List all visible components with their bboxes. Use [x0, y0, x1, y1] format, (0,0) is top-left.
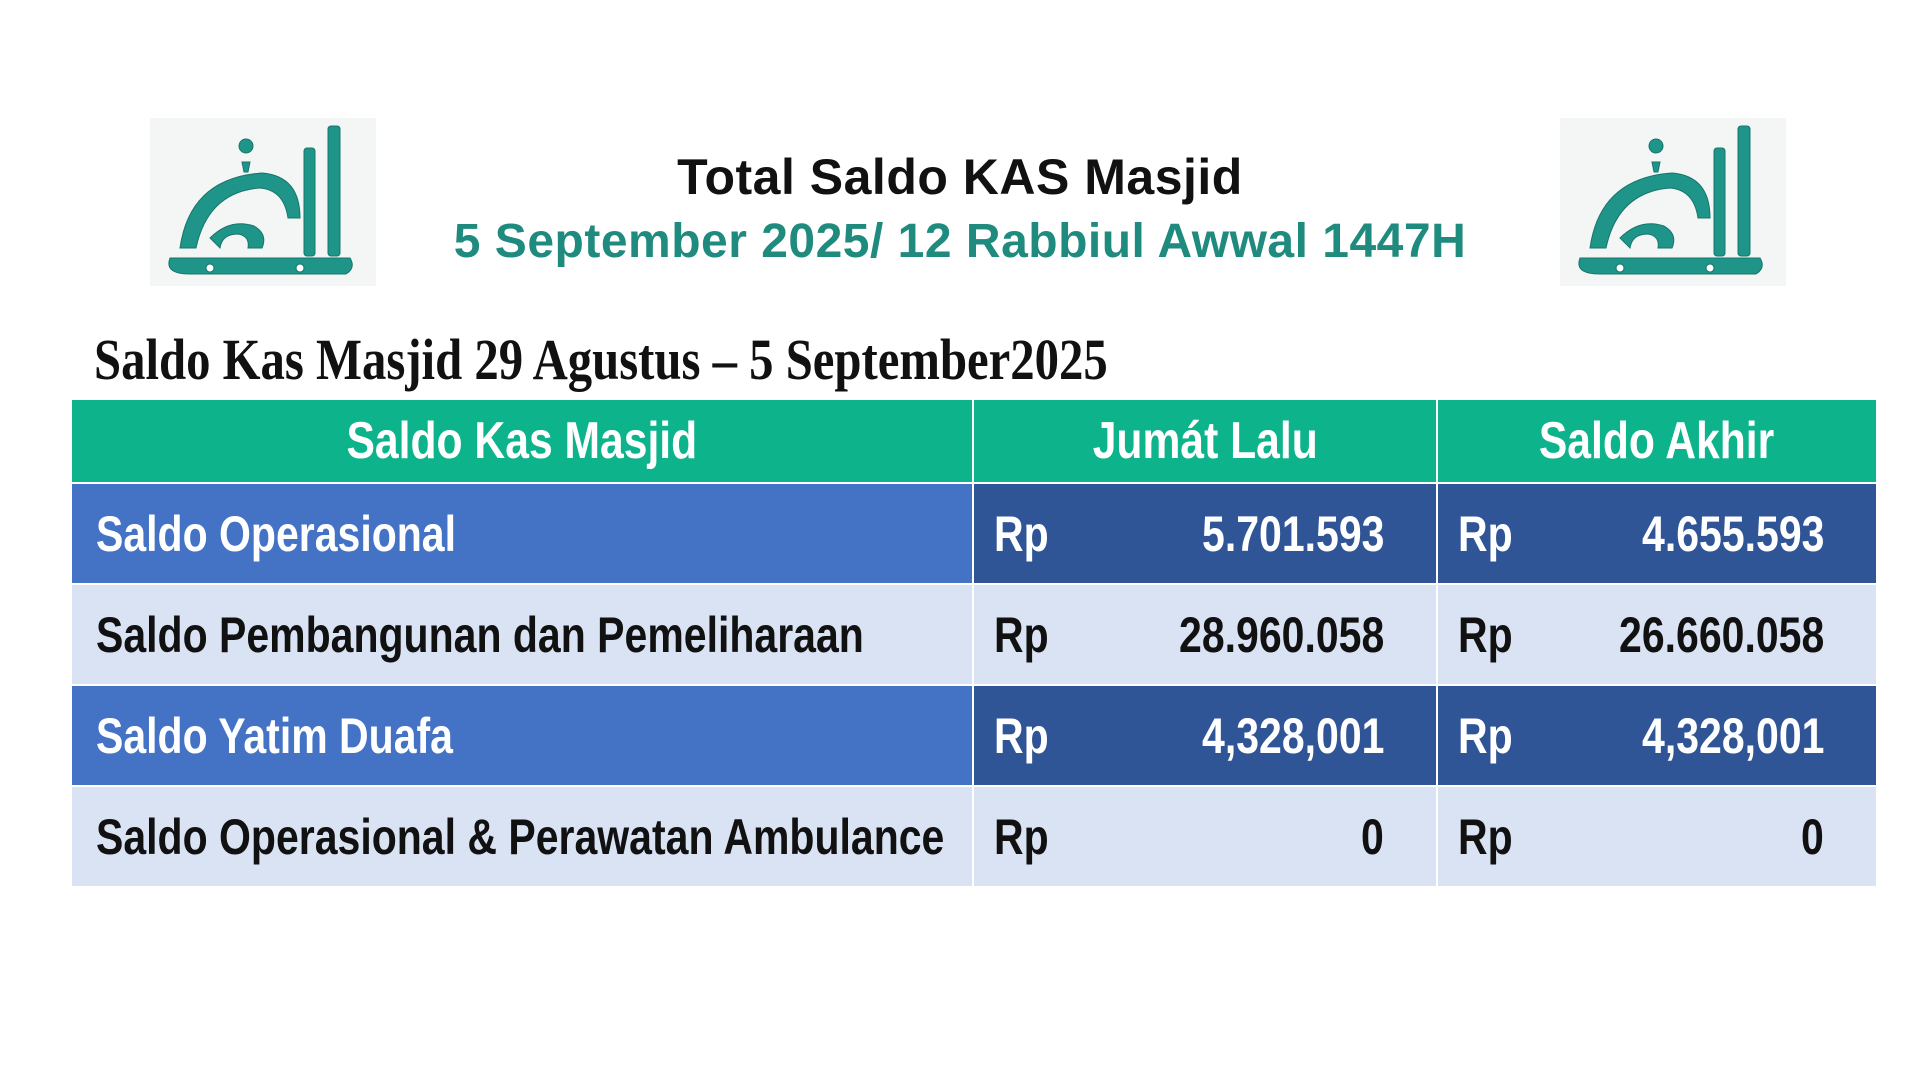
al-barakah-calligraphy-icon — [1578, 125, 1763, 275]
prev-balance-cell: Rp 5.701.593 — [972, 482, 1438, 585]
row-label: Saldo Pembangunan dan Pemeliharaan — [70, 583, 974, 686]
final-balance-cell: Rp 4.655.593 — [1436, 482, 1878, 585]
saldo-kas-table: Saldo Kas Masjid Jumát Lalu Saldo Akhir … — [70, 398, 1878, 888]
header-saldo-kas-masjid: Saldo Kas Masjid — [70, 398, 974, 484]
final-balance-cell: Rp 0 — [1436, 785, 1878, 888]
table-header-row: Saldo Kas Masjid Jumát Lalu Saldo Akhir — [70, 398, 1878, 484]
table-row: Saldo Yatim Duafa Rp 4,328,001 Rp 4,328,00… — [70, 684, 1878, 787]
al-barakah-logo-left — [150, 118, 376, 286]
final-balance-cell: Rp 26.660.058 — [1436, 583, 1878, 686]
row-label: Saldo Operasional — [70, 482, 974, 585]
table-row: Saldo Operasional Rp 5.701.593 Rp 4.655.59… — [70, 482, 1878, 585]
prev-balance-cell: Rp 4,328,001 — [972, 684, 1438, 787]
al-barakah-logo-right — [1560, 118, 1786, 286]
row-label: Saldo Operasional & Perawatan Ambulance — [70, 785, 974, 888]
al-barakah-calligraphy-icon — [168, 125, 353, 275]
final-balance-cell: Rp 4,328,001 — [1436, 684, 1878, 787]
table-caption: Saldo Kas Masjid 29 Agustus – 5 Septembe… — [94, 327, 1108, 392]
page-subtitle-date: 5 September 2025/ 12 Rabbiul Awwal 1447H — [453, 215, 1467, 268]
prev-balance-cell: Rp 0 — [972, 785, 1438, 888]
header-jumat-lalu: Jumát Lalu — [972, 398, 1438, 484]
table-row: Saldo Pembangunan dan Pemeliharaan Rp 28.… — [70, 583, 1878, 686]
page-title: Total Saldo KAS Masjid — [677, 149, 1243, 205]
header-saldo-akhir: Saldo Akhir — [1436, 398, 1878, 484]
row-label: Saldo Yatim Duafa — [70, 684, 974, 787]
table-row: Saldo Operasional & Perawatan Ambulance … — [70, 785, 1878, 888]
prev-balance-cell: Rp 28.960.058 — [972, 583, 1438, 686]
